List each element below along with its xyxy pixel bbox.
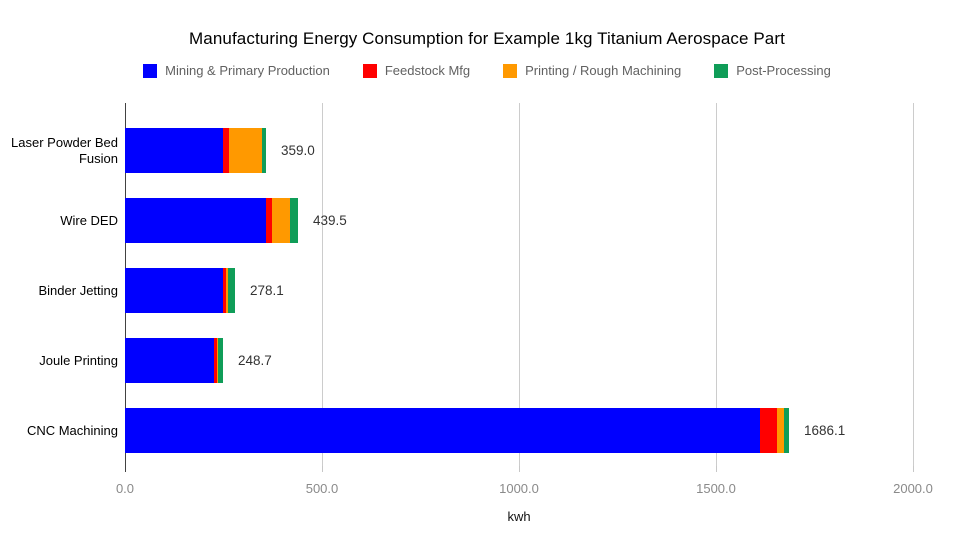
chart-title: Manufacturing Energy Consumption for Exa… bbox=[189, 29, 785, 48]
legend-label: Mining & Primary Production bbox=[165, 63, 330, 78]
legend-swatch-icon bbox=[714, 63, 729, 78]
x-axis-tick bbox=[716, 466, 717, 472]
x-axis-title: kwh bbox=[507, 509, 531, 524]
gridline bbox=[913, 103, 914, 466]
bar-segment[interactable] bbox=[784, 408, 790, 453]
x-tick-label: 0.0 bbox=[115, 481, 135, 496]
x-tick-label: 2000.0 bbox=[893, 481, 933, 496]
legend: Mining & Primary Production Feedstock Mfg… bbox=[0, 63, 974, 78]
legend-swatch-icon bbox=[503, 63, 518, 78]
legend-label: Feedstock Mfg bbox=[384, 63, 471, 78]
x-tick-label: 500.0 bbox=[305, 481, 339, 496]
bar[interactable] bbox=[125, 128, 267, 173]
category-label: Binder Jetting bbox=[38, 282, 119, 298]
bar-segment[interactable] bbox=[266, 198, 272, 243]
bar-segment[interactable] bbox=[271, 198, 291, 243]
legend-swatch-icon bbox=[143, 63, 158, 78]
x-axis-tick bbox=[519, 466, 520, 472]
bar-segment[interactable] bbox=[261, 128, 267, 173]
x-tick-label: 1500.0 bbox=[696, 481, 736, 496]
bar-segment[interactable] bbox=[214, 338, 217, 383]
value-label: 248.7 bbox=[238, 353, 272, 368]
x-tick-label: 1000.0 bbox=[499, 481, 539, 496]
bar-segment[interactable] bbox=[223, 268, 227, 313]
value-label: 278.1 bbox=[250, 283, 284, 298]
x-axis-tick bbox=[913, 466, 914, 472]
legend-item: Feedstock Mfg bbox=[362, 63, 471, 78]
bar-segment[interactable] bbox=[216, 338, 218, 383]
category-label: Wire DED bbox=[60, 212, 118, 228]
bar-segment[interactable] bbox=[125, 128, 223, 173]
gridline bbox=[322, 103, 323, 466]
legend-item: Mining & Primary Production bbox=[143, 63, 330, 78]
bar-segment[interactable] bbox=[217, 338, 223, 383]
legend-item: Printing / Rough Machining bbox=[503, 63, 681, 78]
gridline bbox=[519, 103, 520, 466]
gridline bbox=[716, 103, 717, 466]
legend-label: Post-Processing bbox=[736, 63, 831, 78]
bar-segment[interactable] bbox=[228, 128, 262, 173]
category-label: Joule Printing bbox=[39, 352, 118, 368]
value-label: 439.5 bbox=[313, 213, 347, 228]
bar-segment[interactable] bbox=[125, 268, 224, 313]
bar-segment[interactable] bbox=[125, 408, 761, 453]
legend-swatch-icon bbox=[362, 63, 377, 78]
value-label: 359.0 bbox=[281, 143, 315, 158]
x-axis-tick bbox=[322, 466, 323, 472]
bar-segment[interactable] bbox=[125, 198, 267, 243]
category-label: Laser Powder Bed Fusion bbox=[11, 134, 118, 166]
bar-segment[interactable] bbox=[776, 408, 785, 453]
bar-segment[interactable] bbox=[290, 198, 299, 243]
legend-label: Printing / Rough Machining bbox=[525, 63, 682, 78]
bar[interactable] bbox=[125, 198, 299, 243]
bar[interactable] bbox=[125, 268, 235, 313]
bar-segment[interactable] bbox=[228, 268, 235, 313]
bar-segment[interactable] bbox=[226, 268, 229, 313]
bar-segment[interactable] bbox=[125, 338, 215, 383]
category-label: CNC Machining bbox=[26, 422, 118, 438]
value-label: 1686.1 bbox=[804, 423, 846, 438]
bar[interactable] bbox=[125, 338, 223, 383]
bar-segment[interactable] bbox=[760, 408, 777, 453]
bar-segment[interactable] bbox=[222, 128, 229, 173]
legend-item: Post-Processing bbox=[714, 63, 831, 78]
bar[interactable] bbox=[125, 408, 790, 453]
